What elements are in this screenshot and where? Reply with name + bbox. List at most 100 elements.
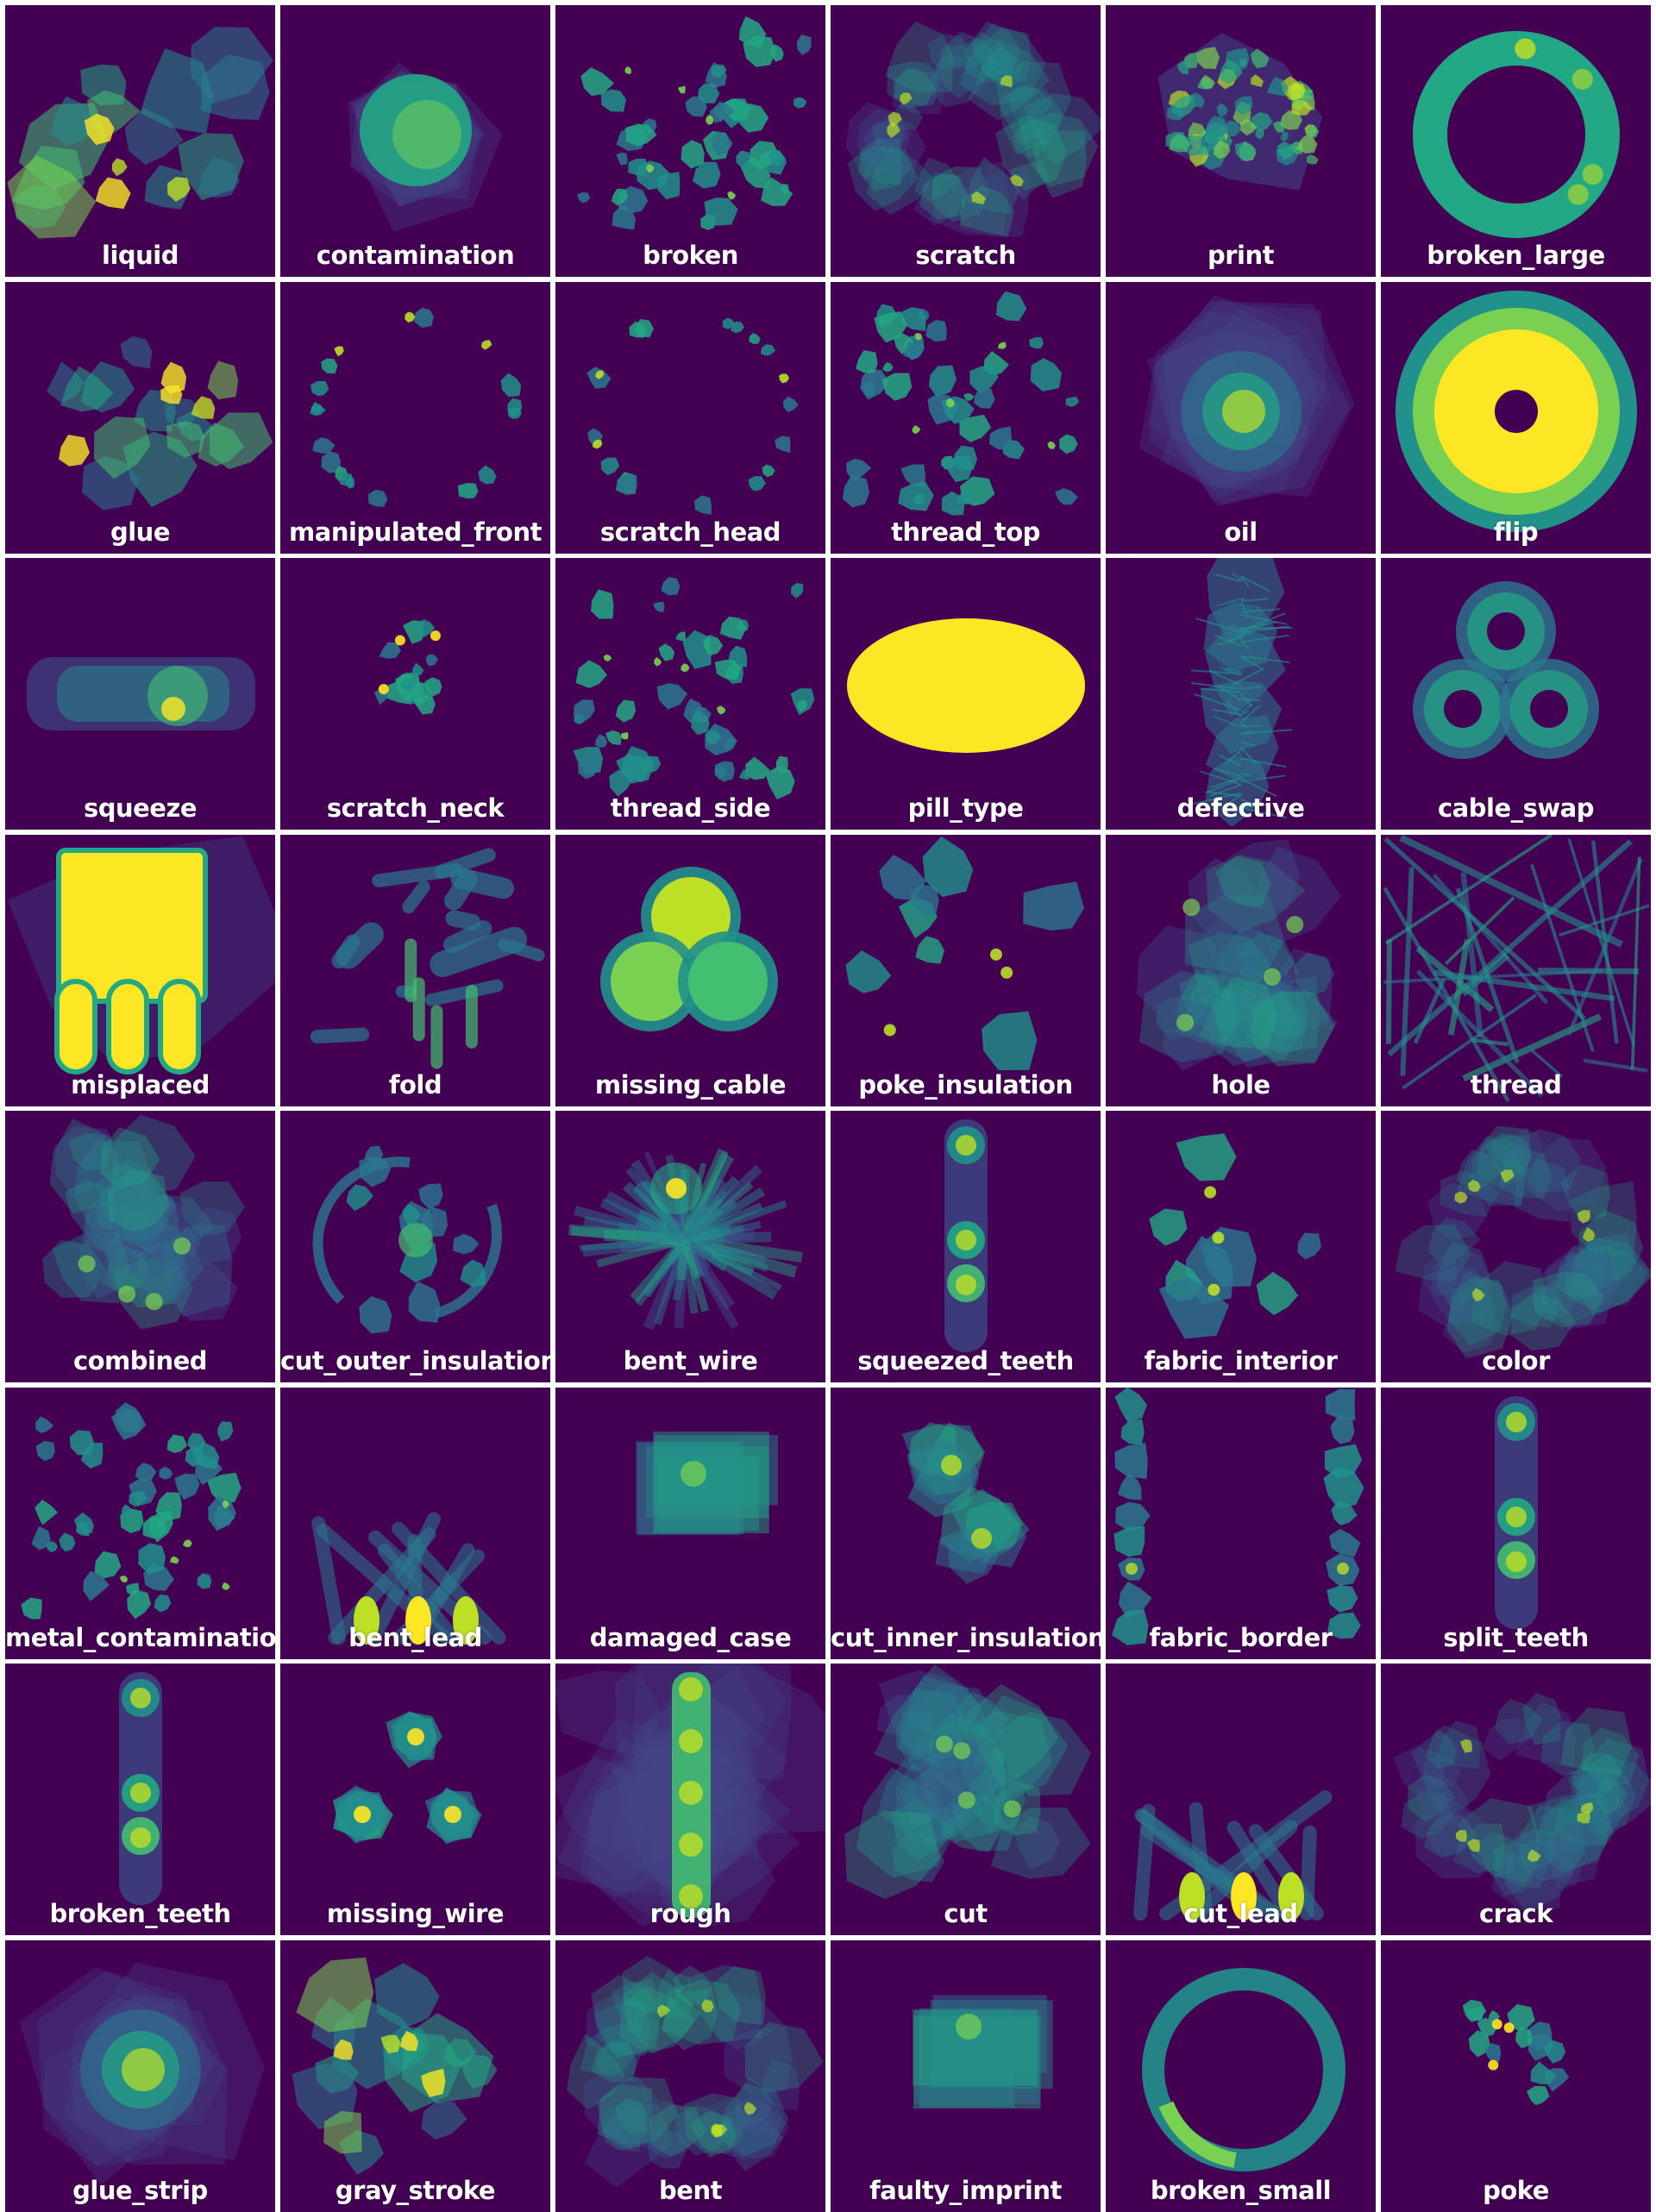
tile-label: defective [1106, 793, 1376, 823]
tile-manipulated-front: manipulated_front [280, 282, 550, 554]
tile-label: pill_type [831, 793, 1101, 823]
tile-cut: cut [831, 1664, 1101, 1935]
heatmap-poke-insulation [831, 835, 1101, 1106]
tile-label: metal_contamination [5, 1623, 275, 1652]
heatmap-combined [5, 1111, 275, 1382]
heatmap-gray-stroke [280, 1940, 550, 2212]
tile-squeezed-teeth: squeezed_teeth [831, 1111, 1101, 1382]
heatmap-thread-side [555, 558, 825, 830]
tile-label: print [1106, 241, 1376, 270]
tile-label: squeeze [5, 793, 275, 823]
tile-print: print [1106, 5, 1376, 277]
heatmap-liquid [5, 5, 275, 277]
tile-cut-outer-insulation: cut_outer_insulation [280, 1111, 550, 1382]
tile-squeeze: squeeze [5, 558, 275, 830]
heatmap-glue [5, 282, 275, 554]
tile-poke: poke [1381, 1940, 1651, 2212]
tile-cable-swap: cable_swap [1381, 558, 1651, 830]
heatmap-flip [1381, 282, 1651, 554]
heatmap-rough [555, 1664, 825, 1935]
tile-misplaced: misplaced [5, 835, 275, 1106]
tile-label: hole [1106, 1070, 1376, 1100]
heatmap-scratch [831, 5, 1101, 277]
tile-contamination: contamination [280, 5, 550, 277]
tile-scratch: scratch [831, 5, 1101, 277]
tile-color: color [1381, 1111, 1651, 1382]
heatmap-bent [555, 1940, 825, 2212]
tile-poke-insulation: poke_insulation [831, 835, 1101, 1106]
tile-label: flip [1381, 517, 1651, 547]
tile-split-teeth: split_teeth [1381, 1388, 1651, 1659]
heatmap-missing-cable [555, 835, 825, 1106]
tile-broken-large: broken_large [1381, 5, 1651, 277]
heatmap-damaged-case [555, 1388, 825, 1659]
heatmap-cut-outer-insulation [280, 1111, 550, 1382]
tile-fold: fold [280, 835, 550, 1106]
tile-bent: bent [555, 1940, 825, 2212]
tile-label: squeezed_teeth [831, 1346, 1101, 1375]
heatmap-poke [1381, 1940, 1651, 2212]
tile-label: scratch_neck [280, 793, 550, 823]
tile-flip: flip [1381, 282, 1651, 554]
heatmap-scratch-head [555, 282, 825, 554]
tile-label: combined [5, 1346, 275, 1375]
tile-pill-type: pill_type [831, 558, 1101, 830]
tile-scratch-neck: scratch_neck [280, 558, 550, 830]
tile-label: contamination [280, 241, 550, 270]
tile-glue: glue [5, 282, 275, 554]
tile-rough: rough [555, 1664, 825, 1935]
tile-fabric-border: fabric_border [1106, 1388, 1376, 1659]
tile-oil: oil [1106, 282, 1376, 554]
heatmap-squeeze [5, 558, 275, 830]
tile-missing-cable: missing_cable [555, 835, 825, 1106]
tile-thread-side: thread_side [555, 558, 825, 830]
tile-label: crack [1381, 1899, 1651, 1928]
tile-label: cut_inner_insulation [831, 1623, 1101, 1652]
heatmap-crack [1381, 1664, 1651, 1935]
tile-cut-lead: cut_lead [1106, 1664, 1376, 1935]
tile-label: missing_wire [280, 1899, 550, 1928]
tile-label: missing_cable [555, 1070, 825, 1100]
tile-label: bent_lead [280, 1623, 550, 1652]
tile-label: fold [280, 1070, 550, 1100]
heatmap-pill-type [831, 558, 1101, 830]
tile-broken: broken [555, 5, 825, 277]
tile-label: broken_teeth [5, 1899, 275, 1928]
heatmap-defective [1106, 558, 1376, 830]
heatmap-oil [1106, 282, 1376, 554]
tile-hole: hole [1106, 835, 1376, 1106]
heatmap-fold [280, 835, 550, 1106]
tile-thread: thread [1381, 835, 1651, 1106]
tile-label: scratch_head [555, 517, 825, 547]
tile-label: glue [5, 517, 275, 547]
heatmap-scratch-neck [280, 558, 550, 830]
heatmap-broken-teeth [5, 1664, 275, 1935]
tile-label: bent [555, 2176, 825, 2205]
tile-defective: defective [1106, 558, 1376, 830]
heatmap-print [1106, 5, 1376, 277]
heatmap-bent-wire [555, 1111, 825, 1382]
tile-label: fabric_interior [1106, 1346, 1376, 1375]
tile-label: thread_side [555, 793, 825, 823]
tile-label: color [1381, 1346, 1651, 1375]
heatmap-hole [1106, 835, 1376, 1106]
tile-label: cut [831, 1899, 1101, 1928]
tile-label: glue_strip [5, 2176, 275, 2205]
tile-combined: combined [5, 1111, 275, 1382]
tile-missing-wire: missing_wire [280, 1664, 550, 1935]
tile-bent-lead: bent_lead [280, 1388, 550, 1659]
tile-label: bent_wire [555, 1346, 825, 1375]
tile-thread-top: thread_top [831, 282, 1101, 554]
heatmap-thread-top [831, 282, 1101, 554]
heatmap-contamination [280, 5, 550, 277]
tile-cut-inner-insulation: cut_inner_insulation [831, 1388, 1101, 1659]
tile-label: gray_stroke [280, 2176, 550, 2205]
heatmap-glue-strip [5, 1940, 275, 2212]
heatmap-broken [555, 5, 825, 277]
tile-label: scratch [831, 241, 1101, 270]
tile-broken-small: broken_small [1106, 1940, 1376, 2212]
heatmap-cut [831, 1664, 1101, 1935]
tile-label: cable_swap [1381, 793, 1651, 823]
tile-faulty-imprint: faulty_imprint [831, 1940, 1101, 2212]
